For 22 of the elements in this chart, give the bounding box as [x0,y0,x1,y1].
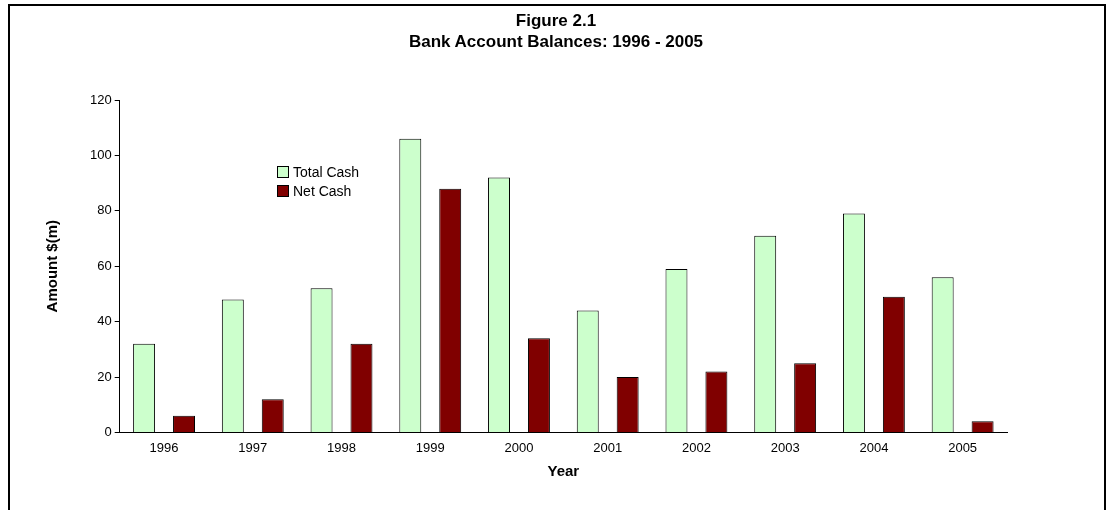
y-tick-label: 60 [97,257,112,273]
y-tick-label: 80 [97,202,112,218]
x-tick-label: 2002 [681,439,711,455]
x-tick-label: 1999 [415,439,445,455]
x-axis-title: Year [547,462,580,480]
x-tick-label: 2004 [859,439,889,455]
x-tick-label: 2003 [770,439,800,455]
y-axis-title: Amount $(m) [43,219,61,313]
x-tick-label: 2005 [948,439,978,455]
x-tick-label: 2000 [504,439,534,455]
legend-label: Net Cash [293,183,352,199]
y-tick-label: 20 [97,368,112,384]
y-tick-label: 120 [89,91,112,107]
x-tick-label: 2001 [593,439,623,455]
legend-label: Total Cash [293,164,360,180]
y-tick-label: 40 [97,313,112,329]
chart-title: Figure 2.1 Bank Account Balances: 1996 - 2005 [407,10,705,52]
x-tick-label: 1998 [327,439,356,455]
x-tick-label: 1997 [238,439,268,455]
x-tick-label: 1996 [149,439,179,455]
y-tick-label: 0 [104,423,112,439]
y-tick-label: 100 [89,146,112,162]
